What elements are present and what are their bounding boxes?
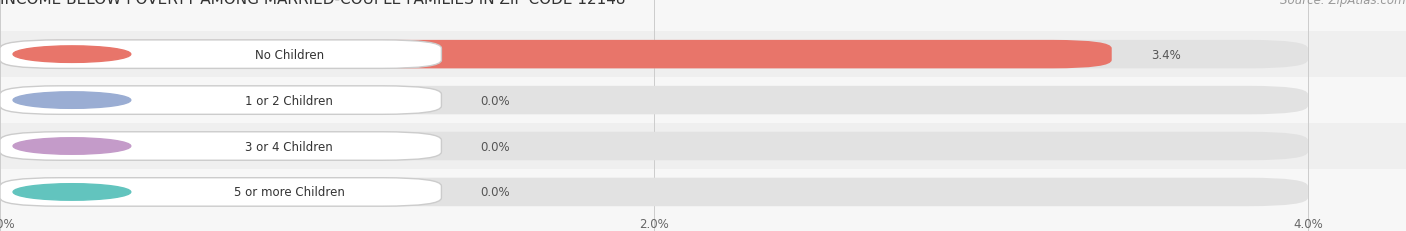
FancyBboxPatch shape	[0, 132, 441, 161]
Text: Source: ZipAtlas.com: Source: ZipAtlas.com	[1281, 0, 1406, 7]
FancyBboxPatch shape	[0, 41, 441, 69]
Text: 2.0%: 2.0%	[640, 217, 669, 230]
Text: 0.0%: 0.0%	[0, 217, 15, 230]
Bar	[0, 78, 1406, 124]
Text: 0.0%: 0.0%	[481, 186, 510, 199]
Text: 0.0%: 0.0%	[481, 140, 510, 153]
Text: 3.4%: 3.4%	[1152, 49, 1181, 61]
FancyBboxPatch shape	[0, 86, 441, 115]
Bar	[0, 32, 1406, 78]
Circle shape	[13, 138, 131, 155]
Text: No Children: No Children	[254, 49, 323, 61]
Text: 4.0%: 4.0%	[1294, 217, 1323, 230]
FancyBboxPatch shape	[0, 41, 1308, 69]
Text: 0.0%: 0.0%	[481, 94, 510, 107]
Bar	[0, 169, 1406, 215]
Text: INCOME BELOW POVERTY AMONG MARRIED-COUPLE FAMILIES IN ZIP CODE 12148: INCOME BELOW POVERTY AMONG MARRIED-COUPL…	[0, 0, 626, 7]
Text: 5 or more Children: 5 or more Children	[233, 186, 344, 199]
FancyBboxPatch shape	[0, 86, 1308, 115]
FancyBboxPatch shape	[0, 132, 1308, 161]
FancyBboxPatch shape	[0, 41, 1112, 69]
Text: 1 or 2 Children: 1 or 2 Children	[246, 94, 333, 107]
Text: 3 or 4 Children: 3 or 4 Children	[246, 140, 333, 153]
Circle shape	[13, 184, 131, 200]
FancyBboxPatch shape	[0, 178, 441, 206]
Circle shape	[13, 92, 131, 109]
Circle shape	[13, 47, 131, 63]
FancyBboxPatch shape	[0, 178, 1308, 206]
Bar	[0, 124, 1406, 169]
